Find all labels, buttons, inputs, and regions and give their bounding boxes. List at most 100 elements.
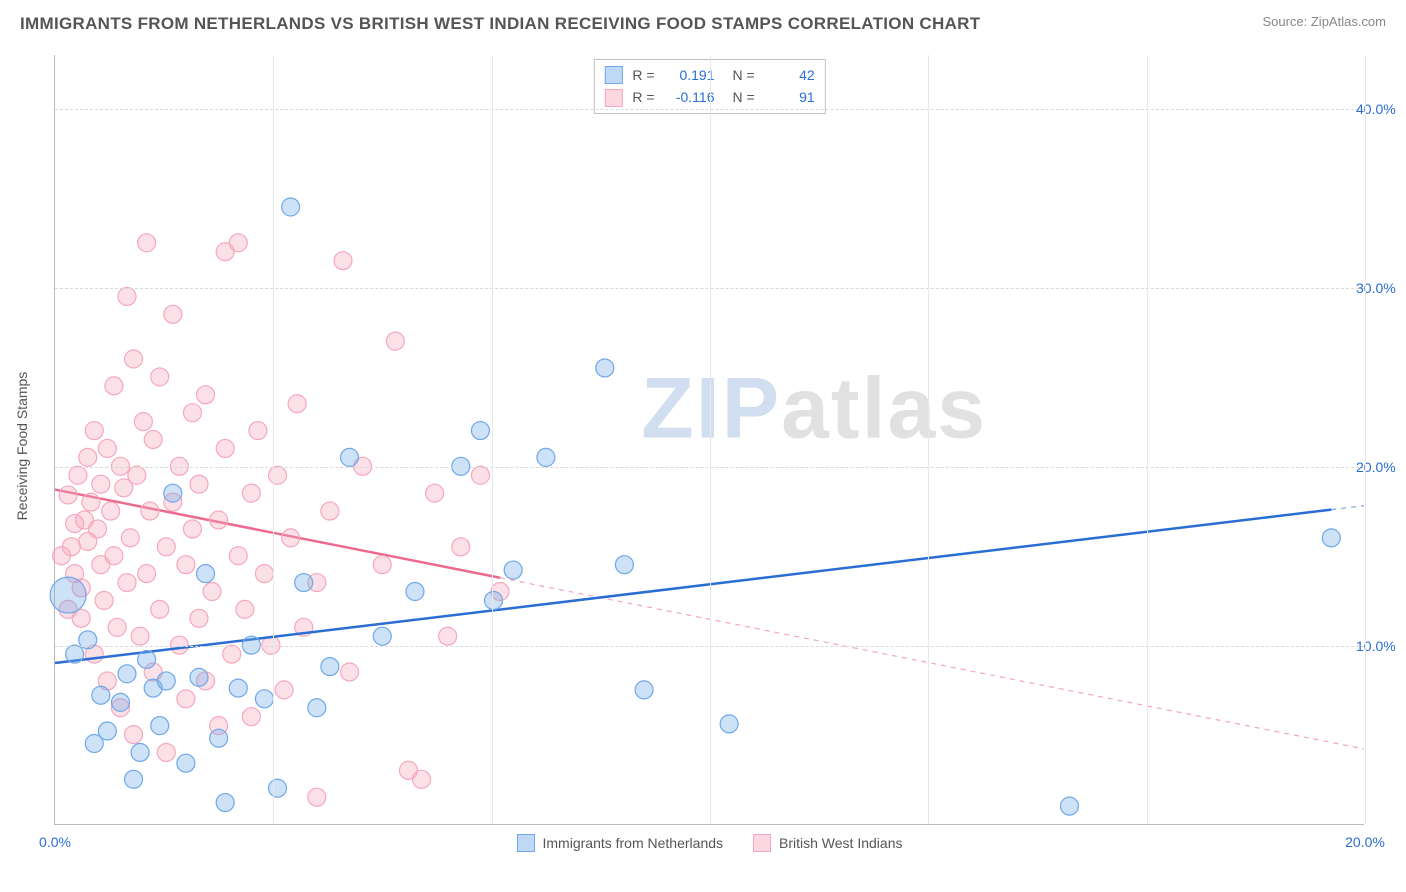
bwi-point [157, 538, 175, 556]
netherlands-point [255, 690, 273, 708]
chart-title: IMMIGRANTS FROM NETHERLANDS VS BRITISH W… [20, 14, 980, 34]
n-label: N = [733, 64, 755, 86]
legend-item: Immigrants from Netherlands [517, 834, 724, 852]
bwi-point [121, 529, 139, 547]
bwi-point [164, 305, 182, 323]
netherlands-point [50, 577, 86, 613]
bwi-point [85, 422, 103, 440]
netherlands-point [98, 722, 116, 740]
bwi-point [118, 574, 136, 592]
bwi-point [223, 645, 241, 663]
bwi-point [141, 502, 159, 520]
bwi-point [125, 726, 143, 744]
bwi-point [105, 547, 123, 565]
bwi-point [190, 475, 208, 493]
bwi-point [105, 377, 123, 395]
bwi-point [59, 486, 77, 504]
bwi-point [334, 252, 352, 270]
bwi-point [95, 591, 113, 609]
x-gridline [1365, 55, 1366, 824]
bwi-regression-extrapolation [500, 578, 1364, 749]
bwi-point [439, 627, 457, 645]
bwi-point [269, 466, 287, 484]
netherlands-regression-extrapolation [1331, 506, 1364, 510]
bwi-point [125, 350, 143, 368]
legend-swatch [604, 66, 622, 84]
bwi-point [308, 788, 326, 806]
netherlands-point [720, 715, 738, 733]
y-tick-label: 30.0% [1356, 280, 1406, 296]
source-label: Source: [1262, 14, 1310, 29]
bwi-point [242, 484, 260, 502]
netherlands-point [66, 645, 84, 663]
bwi-point [210, 511, 228, 529]
r-label: R = [632, 86, 654, 108]
bwi-point [118, 287, 136, 305]
x-gridline [492, 55, 493, 824]
netherlands-point [210, 729, 228, 747]
bwi-point [386, 332, 404, 350]
netherlands-point [406, 583, 424, 601]
netherlands-point [131, 743, 149, 761]
netherlands-point [118, 665, 136, 683]
bwi-point [151, 368, 169, 386]
x-gridline [710, 55, 711, 824]
netherlands-point [111, 693, 129, 711]
bwi-point [151, 600, 169, 618]
chart-plot-area: ZIPatlas R =0.191N =42R =-0.116N =91 Imm… [54, 55, 1364, 825]
netherlands-point [471, 422, 489, 440]
bwi-point [236, 600, 254, 618]
y-tick-label: 20.0% [1356, 459, 1406, 475]
bwi-point [242, 708, 260, 726]
netherlands-point [151, 717, 169, 735]
bwi-point [144, 431, 162, 449]
bwi-point [203, 583, 221, 601]
netherlands-point [1060, 797, 1078, 815]
netherlands-point [138, 650, 156, 668]
bwi-point [275, 681, 293, 699]
netherlands-point [308, 699, 326, 717]
x-gridline [1147, 55, 1148, 824]
bwi-point [82, 493, 100, 511]
r-value: -0.116 [663, 86, 715, 108]
bwi-point [108, 618, 126, 636]
r-value: 0.191 [663, 64, 715, 86]
bwi-point [282, 529, 300, 547]
bwi-point [471, 466, 489, 484]
n-label: N = [733, 86, 755, 108]
bwi-point [413, 770, 431, 788]
bwi-point [131, 627, 149, 645]
bwi-point [426, 484, 444, 502]
bwi-point [134, 413, 152, 431]
netherlands-point [537, 448, 555, 466]
netherlands-point [341, 448, 359, 466]
netherlands-point [177, 754, 195, 772]
x-tick-label: 20.0% [1345, 834, 1385, 850]
netherlands-point [157, 672, 175, 690]
x-gridline [928, 55, 929, 824]
source-attribution: Source: ZipAtlas.com [1262, 14, 1386, 29]
bottom-legend: Immigrants from Netherlands British West … [517, 834, 903, 852]
netherlands-point [615, 556, 633, 574]
netherlands-point [504, 561, 522, 579]
bwi-point [452, 538, 470, 556]
bwi-point [229, 547, 247, 565]
netherlands-point [92, 686, 110, 704]
legend-swatch [604, 89, 622, 107]
bwi-point [138, 234, 156, 252]
bwi-point [62, 538, 80, 556]
netherlands-point [197, 565, 215, 583]
bwi-point [341, 663, 359, 681]
bwi-point [138, 565, 156, 583]
netherlands-point [321, 658, 339, 676]
netherlands-point [485, 591, 503, 609]
netherlands-point [282, 198, 300, 216]
bwi-point [249, 422, 267, 440]
n-value: 91 [763, 86, 815, 108]
bwi-point [98, 439, 116, 457]
bwi-point [183, 404, 201, 422]
bwi-point [92, 475, 110, 493]
legend-label: British West Indians [779, 835, 902, 851]
netherlands-point [216, 794, 234, 812]
netherlands-point [596, 359, 614, 377]
